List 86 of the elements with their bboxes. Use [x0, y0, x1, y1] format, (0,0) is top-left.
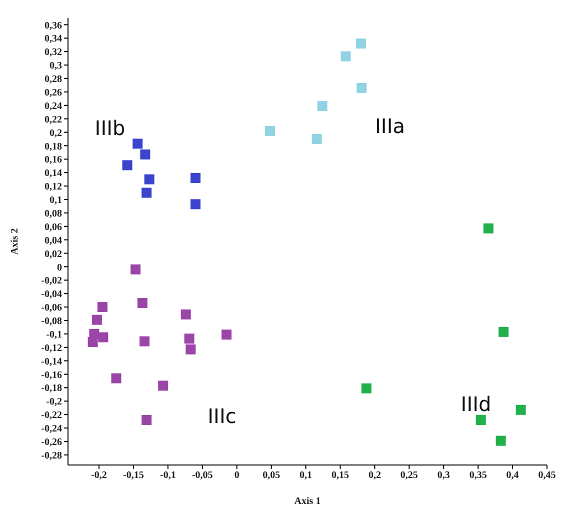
x-tick-label: 0,45 — [538, 470, 556, 482]
y-tick-label: 0,36 — [44, 20, 62, 32]
y-tick-label: 0,12 — [44, 182, 62, 193]
x-tick-label: -0,2 — [91, 470, 107, 482]
point — [142, 188, 152, 198]
point — [140, 149, 150, 160]
point — [140, 336, 150, 346]
x-tick-label: 0,35 — [469, 470, 487, 482]
y-tick-label: 0,22 — [44, 114, 62, 126]
x-tick-label: -0,15 — [123, 470, 144, 482]
y-tick-label: -0,14 — [41, 356, 62, 368]
point — [144, 174, 154, 184]
point — [130, 264, 141, 274]
y-tick-label: 0 — [57, 262, 62, 274]
y-tick-label: 0,14 — [44, 168, 62, 180]
y-tick-label: -0,24 — [41, 424, 62, 435]
point — [190, 172, 201, 183]
point — [132, 138, 143, 149]
point — [361, 383, 372, 394]
point — [498, 326, 509, 337]
annotation: IIId — [460, 391, 492, 417]
point — [356, 38, 366, 49]
x-axis-title: Axis 1 — [294, 496, 321, 508]
y-tick-label: -0,02 — [41, 276, 62, 287]
y-tick-label: 0,34 — [44, 34, 62, 45]
point — [186, 344, 196, 354]
point — [137, 298, 148, 308]
y-tick-label: 0,18 — [44, 141, 62, 152]
y-tick-label: 0,26 — [44, 87, 62, 98]
point — [158, 380, 168, 391]
y-tick-label: 0,08 — [44, 208, 62, 220]
x-tick-label: 0,05 — [262, 470, 280, 482]
y-tick-label: -0,22 — [41, 410, 62, 422]
x-tick-label: 0,2 — [368, 470, 381, 482]
point — [88, 336, 98, 347]
x-tick-label: 0,3 — [437, 470, 450, 482]
point — [340, 51, 351, 62]
y-tick-label: 0,2 — [50, 128, 62, 139]
y-tick-label: 0,02 — [44, 248, 62, 260]
point — [97, 302, 108, 312]
y-tick-label: -0,08 — [41, 316, 62, 328]
y-tick-label: -0,06 — [41, 302, 62, 314]
y-tick-label: -0,1 — [46, 329, 62, 340]
x-tick-label: 0,4 — [506, 470, 519, 482]
point — [356, 82, 367, 93]
y-axis-title: Axis 2 — [10, 228, 21, 255]
point — [496, 436, 506, 446]
y-tick-label: 0,1 — [50, 195, 62, 206]
point — [317, 101, 328, 112]
point — [222, 330, 232, 340]
annotation: IIIc — [206, 403, 238, 429]
y-tick-label: 0,06 — [44, 222, 62, 233]
y-tick-label: 0,28 — [44, 74, 62, 86]
y-tick-label: -0,12 — [41, 342, 62, 354]
y-tick-label: -0,2 — [46, 396, 62, 408]
point — [111, 373, 122, 384]
y-tick-label: 0,24 — [44, 100, 62, 112]
point — [264, 126, 275, 136]
y-tick-label: -0,04 — [41, 289, 62, 300]
point — [476, 414, 486, 425]
point — [190, 199, 201, 210]
annotation: IIIa — [374, 113, 406, 139]
y-tick-label: 0,3 — [50, 60, 62, 72]
y-tick-label: 0,04 — [44, 235, 62, 246]
x-tick-label: -0,05 — [192, 470, 213, 482]
x-tick-label: -0,1 — [160, 470, 176, 482]
y-tick-label: 0,16 — [44, 154, 62, 166]
point — [180, 309, 191, 320]
y-tick-label: -0,16 — [41, 370, 62, 381]
x-tick-label: 0 — [234, 470, 240, 482]
annotation: IIIb — [94, 115, 126, 141]
point — [122, 160, 132, 170]
x-tick-label: 0,15 — [331, 470, 349, 482]
point — [142, 414, 152, 425]
point — [516, 404, 526, 415]
point — [92, 314, 102, 325]
y-tick-label: 0,32 — [44, 47, 62, 58]
y-tick-label: -0,18 — [41, 383, 62, 394]
y-tick-label: -0,28 — [41, 450, 62, 462]
point — [312, 134, 322, 144]
y-tick-label: -0,26 — [41, 437, 62, 448]
point — [184, 334, 194, 344]
x-tick-label: 0,1 — [300, 470, 312, 482]
x-tick-label: 0,25 — [400, 470, 418, 482]
point — [483, 223, 494, 234]
point — [98, 332, 108, 342]
